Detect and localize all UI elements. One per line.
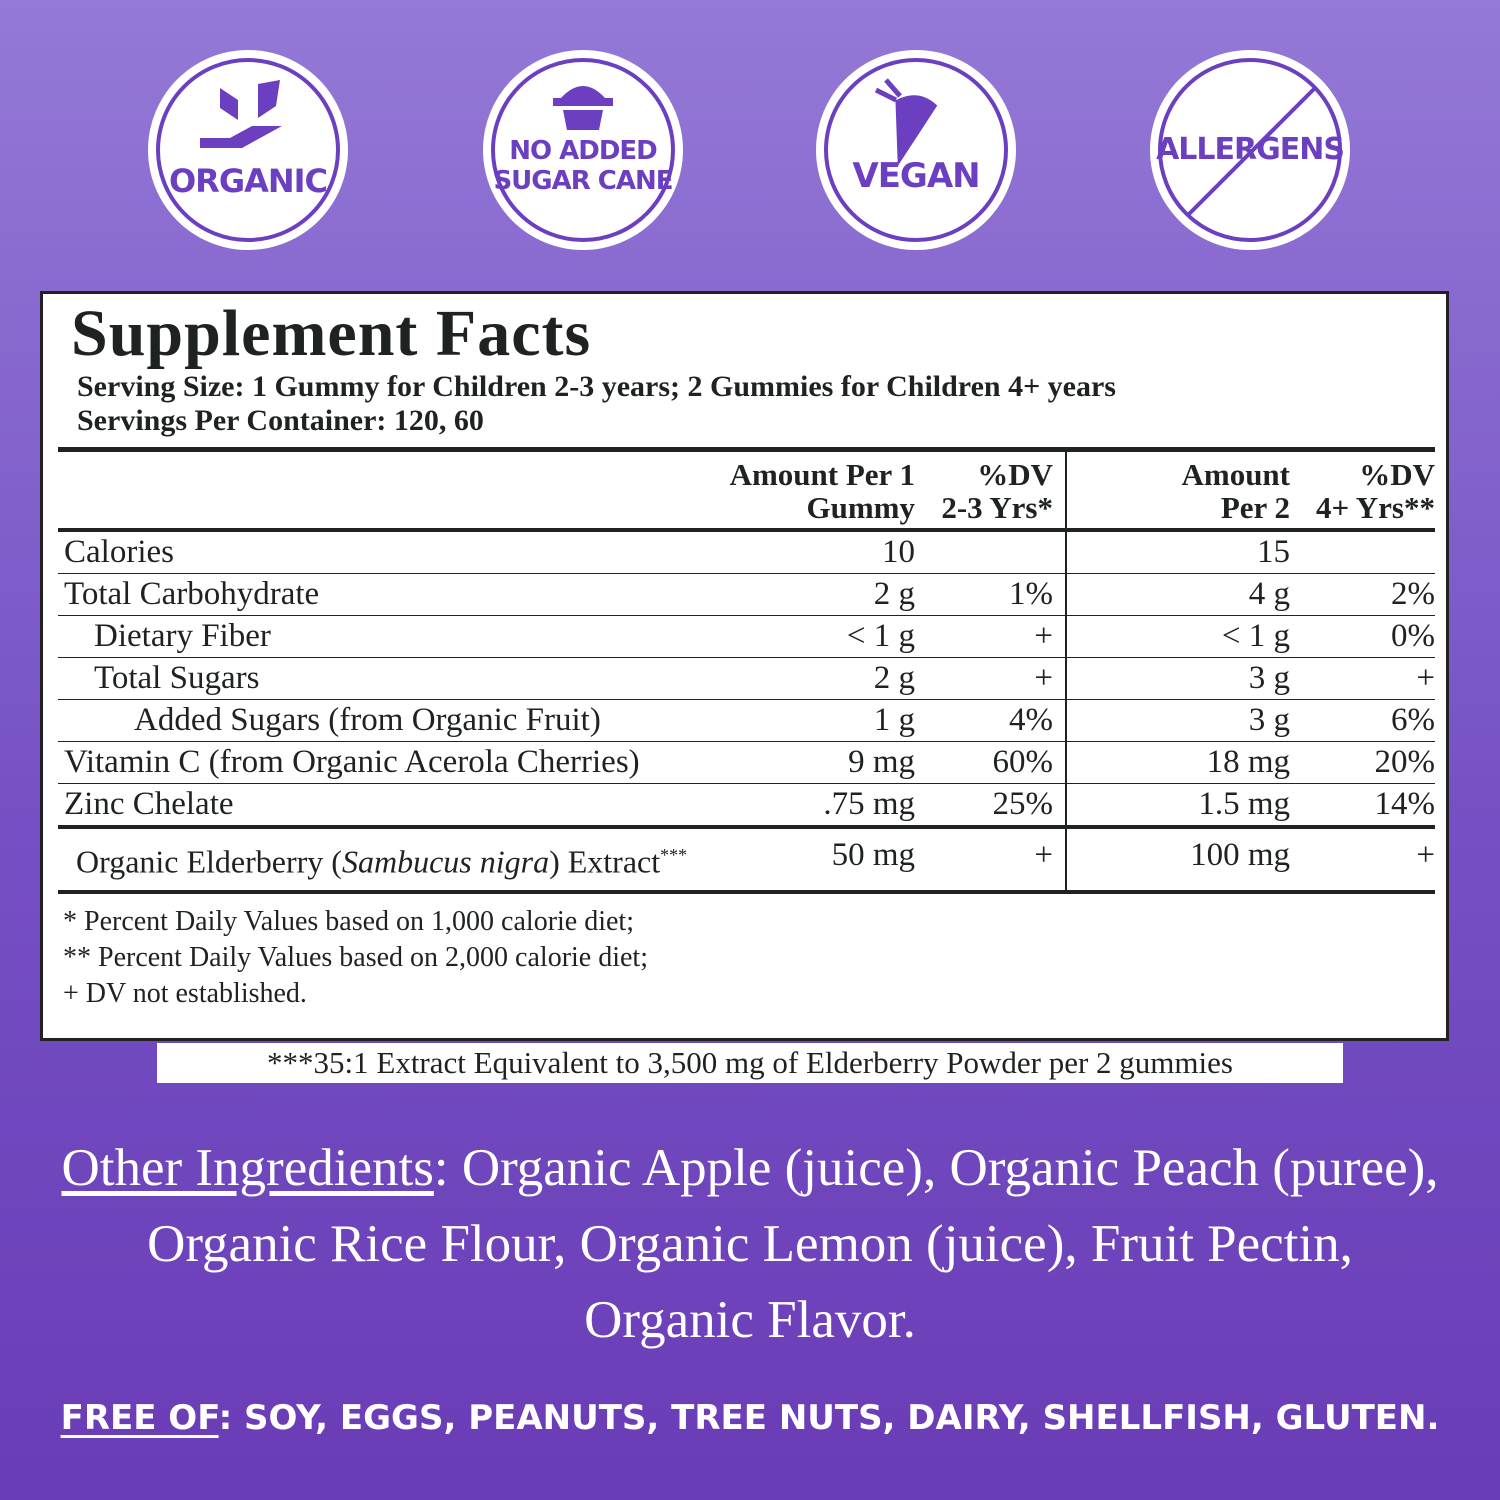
- cell: 25%: [915, 784, 1067, 825]
- row-name: Total Carbohydrate: [64, 576, 320, 612]
- extract-note: ***35:1 Extract Equivalent to 3,500 mg o…: [157, 1043, 1343, 1083]
- row-name: Vitamin C (from Organic Acerola Cherries…: [64, 744, 640, 780]
- facts-table: Amount Per 1 Gummy %DV 2-3 Yrs* Amount Per …: [58, 447, 1435, 1012]
- facts-row: Zinc Chelate .75 mg 25% 1.5 mg 14%: [58, 784, 1435, 829]
- facts-row: Total Carbohydrate 2 g 1% 4 g 2%: [58, 574, 1435, 616]
- badge-sugar: NO ADDED SUGAR CANE: [483, 50, 683, 250]
- text: %DV: [977, 457, 1053, 492]
- badge-label: ALLERGENS: [1156, 132, 1345, 167]
- label: Other Ingredients: [61, 1139, 434, 1197]
- cell: 3 g: [1248, 702, 1290, 738]
- text: %DV: [1359, 457, 1435, 492]
- cell: +: [1416, 660, 1435, 696]
- facts-row: Added Sugars (from Organic Fruit) 1 g 4% 3 …: [58, 700, 1435, 742]
- cell: [915, 532, 1067, 573]
- cell: 18 mg: [1206, 744, 1290, 780]
- serving-size: Serving Size: 1 Gummy for Children 2-3 y…: [77, 370, 1116, 403]
- row-name: Total Sugars: [94, 660, 260, 696]
- cell: 3 g: [1248, 660, 1290, 696]
- badge-icon: [156, 58, 340, 242]
- text: Per 2: [1220, 490, 1290, 525]
- cell: 60%: [915, 742, 1067, 783]
- cell: +: [915, 658, 1067, 699]
- other-ingredients: Other Ingredients: Organic Apple (juice)…: [60, 1130, 1440, 1358]
- badge-allergens: ALLERGENS: [1150, 50, 1350, 250]
- cell: 0%: [1391, 618, 1435, 654]
- facts-row: Dietary Fiber < 1 g + < 1 g 0%: [58, 616, 1435, 658]
- supplement-facts: Supplement Facts Serving Size: 1 Gummy f…: [40, 291, 1449, 1041]
- header-row: Amount Per 1 Gummy %DV 2-3 Yrs* Amount Per …: [58, 452, 1435, 532]
- text: : Organic Apple (juice), Organic Peach (…: [147, 1139, 1439, 1349]
- free-of: FREE OF: SOY, EGGS, PEANUTS, TREE NUTS, …: [0, 1398, 1500, 1438]
- badge-line: NO ADDED: [509, 136, 658, 166]
- cell: [1290, 532, 1435, 573]
- badge-icon: [1158, 58, 1342, 242]
- row-name: Dietary Fiber: [94, 618, 271, 654]
- cell: 6%: [1391, 702, 1435, 738]
- cell: 100 mg: [1190, 837, 1290, 873]
- cell: 20%: [1374, 744, 1436, 780]
- footnotes: * Percent Daily Values based on 1,000 ca…: [58, 894, 1435, 1012]
- cell: 9 mg: [848, 744, 915, 780]
- cell: +: [1416, 837, 1435, 873]
- cell: +: [915, 616, 1067, 657]
- label: FREE OF: [60, 1398, 219, 1438]
- text: 4+ Yrs**: [1316, 490, 1435, 525]
- badge-icon: [491, 58, 675, 242]
- row-name: Organic Elderberry (Sambucus nigra) Extr…: [58, 829, 780, 890]
- cell: 14%: [1374, 786, 1436, 822]
- cell: 4%: [915, 700, 1067, 741]
- facts-row: Calories 10 15: [58, 532, 1435, 574]
- text: Amount: [1181, 457, 1290, 492]
- header: Amount Per 2: [1067, 452, 1290, 528]
- badge-label: ORGANIC: [168, 162, 328, 200]
- badge-icon: [824, 58, 1008, 242]
- cell: 2 g: [873, 576, 915, 612]
- header: %DV 2-3 Yrs*: [915, 452, 1067, 528]
- text: : SOY, EGGS, PEANUTS, TREE NUTS, DAIRY, …: [218, 1398, 1440, 1438]
- footnote: + DV not established.: [63, 977, 307, 1009]
- row-name: Calories: [64, 534, 174, 570]
- cell: 1.5 mg: [1198, 786, 1290, 822]
- text: ) Extract: [549, 843, 661, 880]
- row-name: Added Sugars (from Organic Fruit): [134, 702, 601, 738]
- text: 2-3 Yrs*: [941, 490, 1053, 525]
- text: Sambucus nigra: [341, 843, 550, 880]
- footnote: * Percent Daily Values based on 1,000 ca…: [63, 905, 634, 937]
- cell: < 1 g: [1221, 618, 1290, 654]
- cell: 50 mg: [831, 837, 915, 873]
- header: Amount Per 1 Gummy: [660, 452, 915, 528]
- cell: .75 mg: [823, 786, 915, 822]
- cell: +: [915, 829, 1067, 890]
- cell: 2%: [1391, 576, 1435, 612]
- cell: 1%: [915, 574, 1067, 615]
- cell: 4 g: [1248, 576, 1290, 612]
- badge-line: SUGAR CANE: [493, 166, 673, 196]
- header: %DV 4+ Yrs**: [1290, 452, 1435, 528]
- cell: 15: [1257, 534, 1290, 570]
- badge-label: VEGAN: [852, 156, 980, 196]
- text: ***: [660, 845, 688, 865]
- cell: < 1 g: [846, 618, 915, 654]
- elderberry-row: Organic Elderberry (Sambucus nigra) Extr…: [58, 829, 1435, 894]
- cell: 10: [882, 534, 915, 570]
- facts-row: Total Sugars 2 g +3 g +: [58, 658, 1435, 700]
- row-name: Zinc Chelate: [64, 786, 234, 822]
- badge-label: NO ADDED SUGAR CANE: [483, 136, 683, 196]
- servings-per-container: Servings Per Container: 120, 60: [77, 404, 484, 437]
- cell: 2 g: [873, 660, 915, 696]
- footnote: ** Percent Daily Values based on 2,000 c…: [63, 941, 648, 973]
- facts-row: Vitamin C (from Organic Acerola Cherries…: [58, 742, 1435, 784]
- facts-title: Supplement Facts: [71, 297, 592, 370]
- text: Gummy: [806, 490, 916, 525]
- text: Organic Elderberry (: [76, 843, 342, 880]
- badge-organic: ORGANIC: [148, 50, 348, 250]
- badge-vegan: VEGAN: [816, 50, 1016, 250]
- text: Amount Per 1: [729, 457, 915, 492]
- cell: 1 g: [873, 702, 915, 738]
